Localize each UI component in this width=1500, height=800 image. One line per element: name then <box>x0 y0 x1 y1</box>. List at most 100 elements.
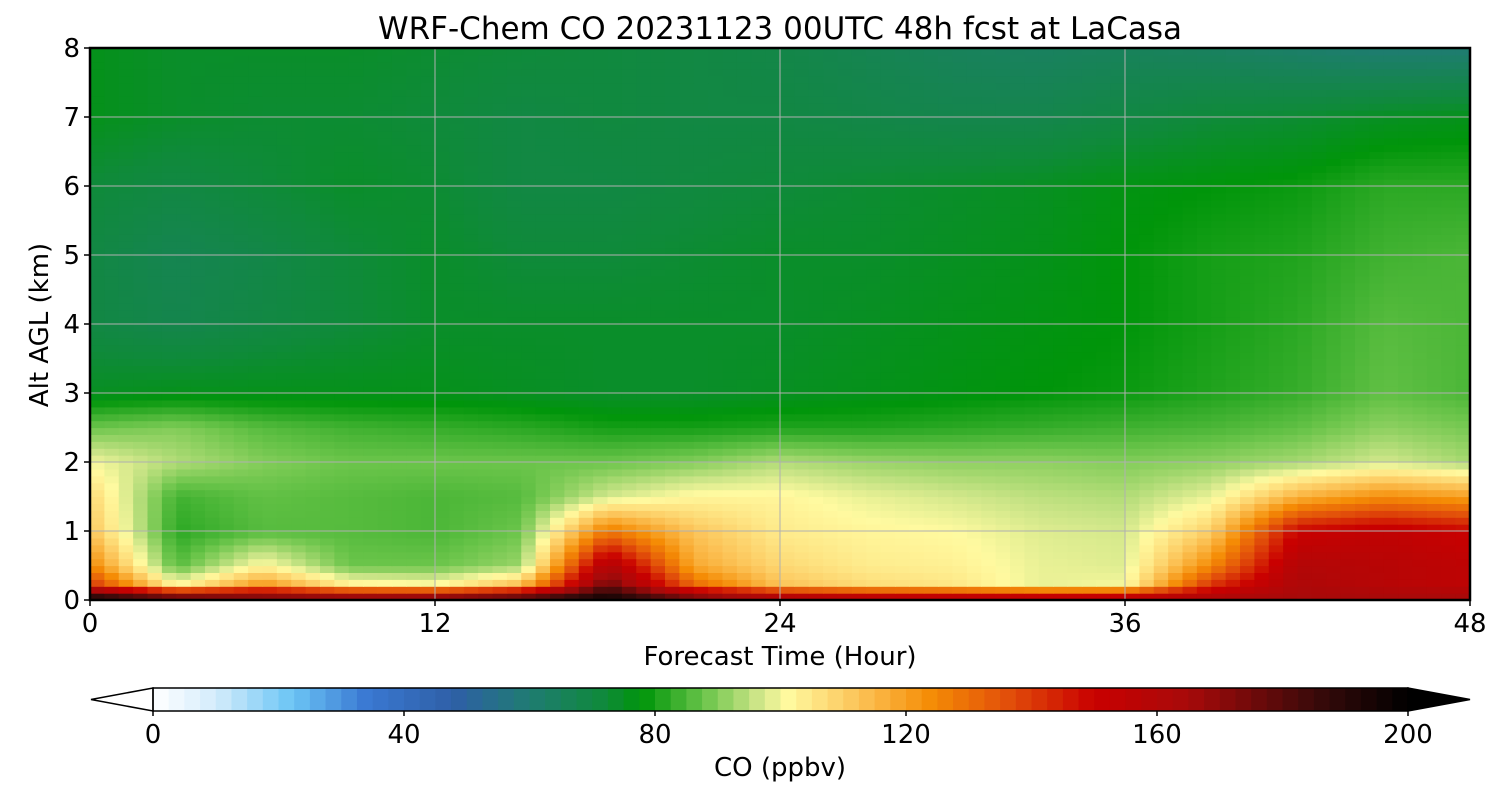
heatmap-cell <box>205 572 220 580</box>
heatmap-cell <box>866 537 882 546</box>
heatmap-cell <box>808 524 824 532</box>
heatmap-cell <box>607 282 623 291</box>
heatmap-cell <box>1096 517 1112 525</box>
heatmap-cell <box>262 365 278 373</box>
heatmap-cell <box>1053 427 1069 435</box>
heatmap-cell <box>276 255 292 263</box>
heatmap-cell <box>1383 420 1399 429</box>
heatmap-cell <box>377 537 393 546</box>
heatmap-cell <box>1053 241 1069 249</box>
heatmap-cell <box>837 317 853 325</box>
heatmap-cell <box>276 303 292 311</box>
heatmap-cell <box>1441 572 1457 580</box>
heatmap-cell <box>449 441 465 449</box>
heatmap-cell <box>1311 413 1327 422</box>
heatmap-cell <box>1096 489 1112 498</box>
heatmap-cell <box>880 317 896 325</box>
heatmap-cell <box>1110 241 1126 249</box>
heatmap-cell <box>248 268 264 277</box>
heatmap-cell <box>1139 324 1155 332</box>
heatmap-cell <box>1355 289 1370 297</box>
heatmap-cell <box>1096 441 1112 449</box>
heatmap-cell <box>161 406 177 415</box>
heatmap-cell <box>492 413 508 422</box>
heatmap-cell <box>578 468 594 477</box>
heatmap-cell <box>219 351 235 360</box>
heatmap-cell <box>276 455 292 463</box>
heatmap-cell <box>190 448 206 456</box>
heatmap-cell <box>90 296 105 304</box>
heatmap-cell <box>952 317 968 325</box>
heatmap-cell <box>1182 324 1198 332</box>
heatmap-cell <box>1010 393 1025 401</box>
heatmap-cell <box>1355 351 1370 360</box>
heatmap-cell <box>506 324 522 332</box>
heatmap-cell <box>1110 413 1126 422</box>
heatmap-cell <box>1024 593 1040 601</box>
heatmap-cell <box>176 593 192 601</box>
heatmap-cell <box>837 268 853 277</box>
heatmap-cell <box>205 586 220 594</box>
heatmap-cell <box>1038 565 1054 573</box>
heatmap-cell <box>593 427 609 435</box>
heatmap-cell <box>248 427 264 435</box>
heatmap-cell <box>578 572 594 580</box>
heatmap-cell <box>1096 386 1112 394</box>
heatmap-cell <box>564 496 580 504</box>
heatmap-cell <box>406 317 422 325</box>
heatmap-cell <box>478 255 494 263</box>
heatmap-cell <box>1182 365 1198 373</box>
heatmap-cell <box>837 537 853 546</box>
heatmap-cell <box>406 558 422 567</box>
heatmap-cell <box>377 344 393 353</box>
heatmap-cell <box>693 503 709 511</box>
heatmap-cell <box>205 255 220 263</box>
heatmap-cell <box>1196 324 1212 332</box>
heatmap-cell <box>1038 406 1054 415</box>
heatmap-cell <box>1340 351 1356 360</box>
heatmap-cell <box>104 489 120 498</box>
heatmap-cell <box>736 462 752 470</box>
heatmap-cell <box>693 441 709 449</box>
heatmap-cell <box>621 551 637 560</box>
heatmap-cell <box>952 482 968 491</box>
heatmap-cell <box>1196 462 1212 470</box>
heatmap-cell <box>406 517 422 525</box>
heatmap-cell <box>420 544 436 553</box>
heatmap-cell <box>966 406 982 415</box>
heatmap-cell <box>406 531 422 539</box>
heatmap-cell <box>406 365 422 373</box>
heatmap-cell <box>205 537 220 546</box>
heatmap-cell <box>291 503 307 511</box>
heatmap-cell <box>1153 282 1169 291</box>
heatmap-cell <box>1053 558 1069 567</box>
heatmap-cell <box>133 282 149 291</box>
heatmap-cell <box>449 579 465 587</box>
heatmap-cell <box>1053 531 1069 539</box>
heatmap-cell <box>1240 413 1255 422</box>
heatmap-cell <box>1383 441 1399 449</box>
heatmap-cell <box>147 524 163 532</box>
heatmap-cell <box>1110 503 1126 511</box>
heatmap-cell <box>866 399 882 408</box>
heatmap-cell <box>377 330 393 339</box>
heatmap-cell <box>1311 386 1327 394</box>
heatmap-cell <box>1441 344 1457 353</box>
heatmap-cell <box>593 420 609 429</box>
heatmap-cell <box>736 441 752 449</box>
heatmap-cell <box>363 330 379 339</box>
heatmap-cell <box>966 393 982 401</box>
heatmap-cell <box>578 268 594 277</box>
heatmap-cell <box>909 255 925 263</box>
heatmap-cell <box>851 434 867 442</box>
heatmap-cell <box>1441 489 1457 498</box>
heatmap-cell <box>435 558 450 567</box>
heatmap-cell <box>966 586 982 594</box>
heatmap-cell <box>219 448 235 456</box>
heatmap-cell <box>320 531 335 539</box>
heatmap-cell <box>478 303 494 311</box>
heatmap-cell <box>1182 399 1198 408</box>
heatmap-cell <box>665 344 680 353</box>
heatmap-cell <box>1067 510 1083 518</box>
heatmap-cell <box>161 441 177 449</box>
